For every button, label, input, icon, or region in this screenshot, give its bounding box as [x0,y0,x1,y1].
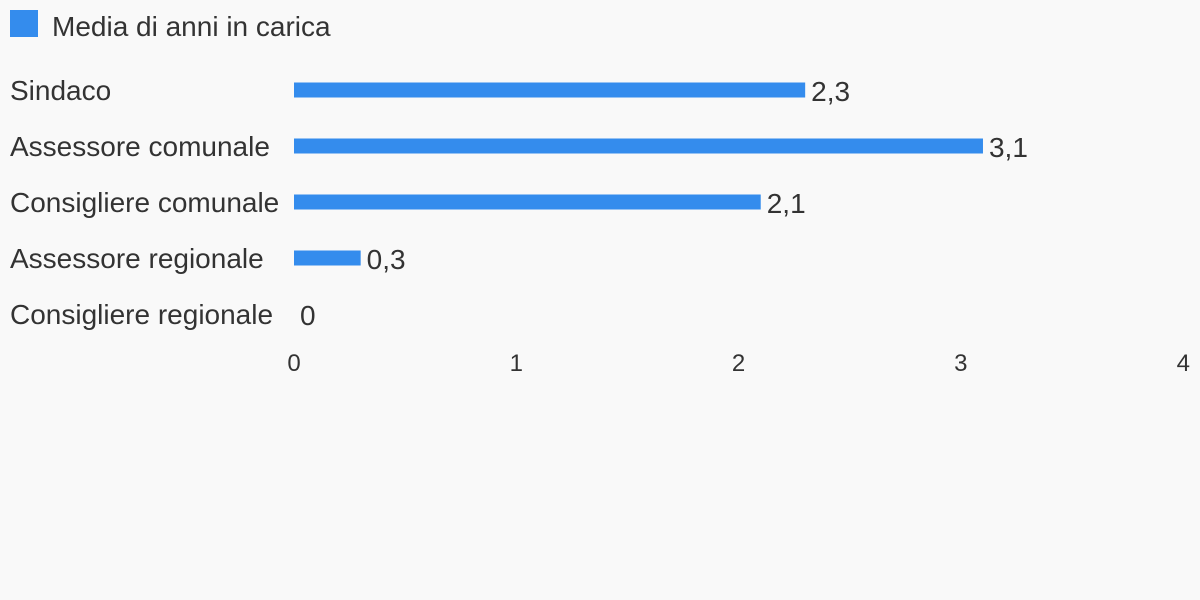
x-axis-ticks: 0 1 2 3 4 [287,350,1190,377]
category-label: Assessore comunale [10,131,270,162]
x-tick-label: 1 [510,350,523,377]
value-label: 2,1 [767,188,806,219]
bar [294,194,761,210]
legend-swatch [10,10,38,37]
legend: Media di anni in carica [10,10,331,42]
legend-label: Media di anni in carica [52,11,331,42]
category-label: Assessore regionale [10,243,264,274]
category-label: Consigliere regionale [10,299,273,330]
category-labels: Sindaco Assessore comunale Consigliere com… [10,75,279,330]
x-tick-label: 2 [732,350,745,377]
bar [294,250,361,266]
category-label: Consigliere comunale [10,187,279,218]
bar [294,138,983,154]
bars [294,82,983,266]
x-tick-label: 0 [287,350,300,377]
category-label: Sindaco [10,75,111,106]
value-label: 0 [300,300,316,331]
x-tick-label: 3 [954,350,967,377]
value-label: 0,3 [367,244,406,275]
value-labels: 2,3 3,1 2,1 0,3 0 [300,76,1028,331]
bar [294,82,806,98]
value-label: 2,3 [811,76,850,107]
value-label: 3,1 [989,132,1028,163]
x-tick-label: 4 [1177,350,1190,377]
